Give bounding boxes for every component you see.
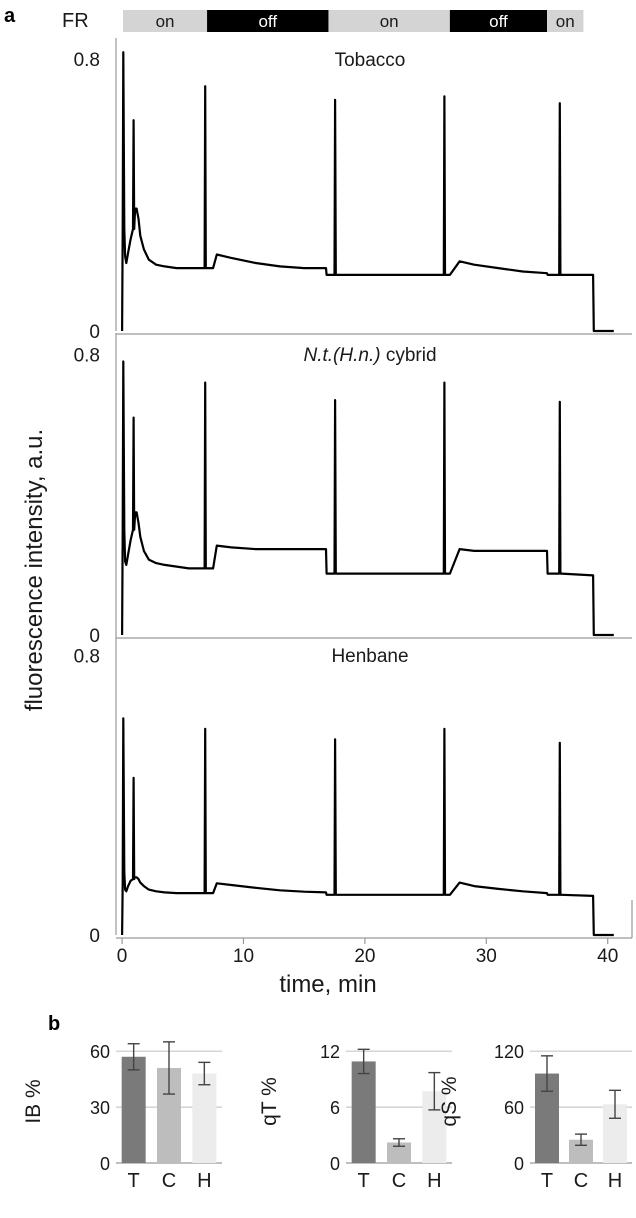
- bar-y-label: qS %: [438, 1076, 461, 1126]
- category-label: T: [358, 1170, 370, 1192]
- x-tick-label: 0: [117, 946, 128, 967]
- panel-a-label: a: [4, 5, 16, 27]
- bar-chart: 0 30 60 IB % T C H: [22, 1041, 222, 1192]
- category-label: C: [574, 1170, 588, 1192]
- y-tick-label: 0: [89, 626, 100, 647]
- bar-chart: 0 6 12 qT % T C H: [258, 1042, 452, 1192]
- fr-segment-label: on: [380, 12, 399, 31]
- y-tick-label: 0: [100, 1154, 110, 1174]
- fr-segment-label: off: [258, 12, 277, 31]
- error-bar: [357, 1048, 370, 1075]
- error-bar: [127, 1043, 140, 1071]
- error-bar: [541, 1055, 553, 1092]
- y-tick-label: 120: [494, 1042, 524, 1062]
- trace-panel: 0 0.8 Tobacco: [74, 38, 632, 343]
- y-tick-label: 30: [90, 1098, 110, 1118]
- y-tick-label: 12: [320, 1042, 340, 1062]
- y-tick-label: 60: [90, 1042, 110, 1062]
- bar-C: [387, 1142, 411, 1163]
- fr-bar: on off on off on: [123, 10, 584, 32]
- bar-y-label: IB %: [22, 1079, 45, 1123]
- bar-chart: 0 60 120 qS % T C H: [438, 1042, 632, 1192]
- trace-panel: 0 0.8 Henbane: [74, 634, 614, 947]
- category-label: T: [128, 1170, 140, 1192]
- error-bar: [575, 1133, 587, 1146]
- y-tick-label: 0: [514, 1154, 524, 1174]
- y-tick-label: 0: [89, 926, 100, 947]
- fr-segment-off: [449, 10, 548, 32]
- category-label: T: [541, 1170, 553, 1192]
- fluorescence-trace: [121, 51, 614, 333]
- y-axis-label: fluorescence intensity, a.u.: [21, 429, 48, 711]
- fr-segment-label: on: [556, 12, 575, 31]
- category-label: H: [608, 1170, 622, 1192]
- error-bar: [163, 1041, 175, 1095]
- category-label: H: [197, 1170, 211, 1192]
- y-tick-label: 6: [330, 1098, 340, 1118]
- y-tick-label: 0.8: [74, 346, 100, 367]
- panel-title-rest: cybrid: [381, 345, 437, 366]
- fr-segment-on: [328, 10, 450, 32]
- category-label: C: [392, 1170, 406, 1192]
- panel-b-label: b: [48, 1013, 60, 1035]
- x-axis: 0 10 20 30 40: [116, 900, 633, 967]
- error-bar: [198, 1061, 211, 1086]
- panel-title: N.t.(H.n.) cybrid: [303, 345, 436, 366]
- fr-segment-label: on: [156, 12, 175, 31]
- panel-title-italic: (H.n.): [333, 345, 381, 366]
- x-tick-label: 20: [354, 946, 375, 967]
- y-tick-label: 0: [330, 1154, 340, 1174]
- fr-segment-on: [547, 10, 584, 32]
- y-tick-label: 0.8: [74, 646, 100, 667]
- fluorescence-trace: [121, 360, 614, 637]
- category-label: C: [162, 1170, 176, 1192]
- fr-label: FR: [62, 10, 89, 32]
- y-tick-label: 0: [89, 322, 100, 343]
- bar-T: [121, 1056, 146, 1163]
- x-tick-label: 40: [597, 946, 618, 967]
- panel-title-italic: N.t.: [303, 345, 333, 366]
- category-label: H: [427, 1170, 441, 1192]
- bar-y-label: qT %: [258, 1077, 281, 1126]
- y-tick-label: 60: [504, 1098, 524, 1118]
- bar-H: [192, 1073, 217, 1163]
- trace-panel: 0 0.8 N.t.(H.n.) cybrid: [74, 333, 632, 647]
- fr-segment-off: [207, 10, 329, 32]
- x-tick-label: 10: [233, 946, 254, 967]
- y-tick-label: 0.8: [74, 50, 100, 71]
- error-bar: [609, 1089, 621, 1119]
- panel-title: Tobacco: [335, 50, 406, 71]
- x-tick-label: 30: [476, 946, 497, 967]
- x-axis-label: time, min: [279, 971, 376, 998]
- fluorescence-trace: [121, 717, 614, 937]
- bar-T: [351, 1061, 376, 1163]
- fr-segment-label: off: [489, 12, 508, 31]
- panel-title: Henbane: [331, 646, 408, 667]
- error-bar: [428, 1071, 441, 1111]
- fr-segment-on: [123, 10, 208, 32]
- error-bar: [393, 1138, 405, 1147]
